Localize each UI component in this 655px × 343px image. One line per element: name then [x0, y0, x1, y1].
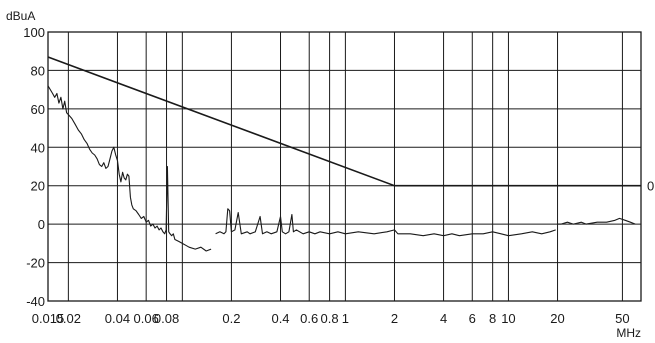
x-tick-label: 0.8	[321, 311, 339, 326]
x-tick-label: 0.06	[134, 311, 159, 326]
x-tick-label: 0.04	[105, 311, 130, 326]
y-tick-label: 60	[31, 102, 45, 117]
y-tick-label: 0	[38, 217, 45, 232]
measurement-trace	[557, 217, 636, 225]
y-tick-label: 20	[31, 179, 45, 194]
x-tick-label: 2	[391, 311, 398, 326]
y-tick-label: 100	[23, 25, 45, 40]
x-tick-label: 50	[615, 311, 629, 326]
x-tick-label: 0.4	[271, 311, 289, 326]
y-axis-label: dBuA	[6, 9, 35, 23]
x-axis-label: MHz	[616, 326, 641, 340]
x-tick-label: 4	[440, 311, 447, 326]
y-tick-label: -20	[26, 256, 45, 271]
x-tick-label: 0.015	[32, 311, 65, 326]
x-tick-label: 0.6	[300, 311, 318, 326]
x-tick-label: 1	[342, 311, 349, 326]
grid-lines	[48, 32, 641, 301]
measurement-trace	[47, 85, 212, 252]
plot-frame	[47, 31, 642, 302]
right-annotation: 0	[647, 179, 654, 194]
series-layer	[47, 56, 641, 252]
x-tick-label: 10	[501, 311, 515, 326]
x-tick-label: 20	[550, 311, 564, 326]
x-tick-label: 0.08	[154, 311, 179, 326]
x-tick-label: 0.02	[56, 311, 81, 326]
y-tick-label: 40	[31, 140, 45, 155]
x-tick-label: 8	[489, 311, 496, 326]
y-tick-labels: 100 80 60 40 20 0 -20 -40	[23, 25, 45, 309]
x-tick-label: 0.2	[222, 311, 240, 326]
limit-line	[47, 56, 641, 187]
y-tick-label: -40	[26, 294, 45, 309]
measurement-trace	[215, 208, 556, 237]
x-tick-label: 6	[469, 311, 476, 326]
y-tick-label: 80	[31, 63, 45, 78]
